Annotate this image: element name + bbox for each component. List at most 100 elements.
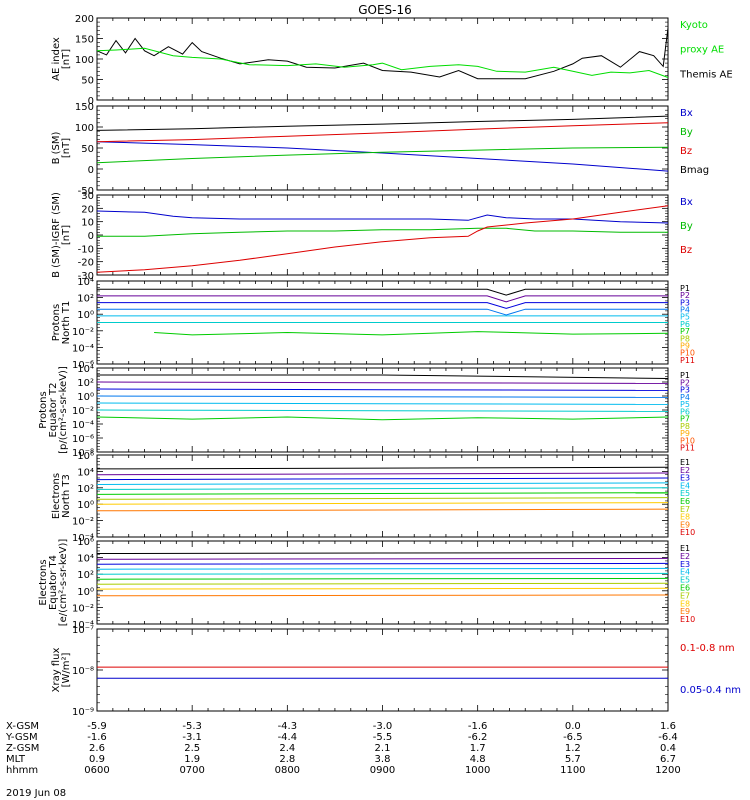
panel-bigrf: -30 -20 -10 0 10 20 30 B (SM)-IGRF (SM) [nT] Bx By…	[51, 191, 693, 282]
series-line	[96, 577, 669, 580]
legend-entry: P4	[680, 306, 690, 315]
y-axis-label: Protons	[38, 391, 49, 428]
series-line	[96, 210, 669, 224]
y-tick-label: 10⁻⁴	[72, 343, 94, 354]
ephemeris-value: 2.5	[184, 743, 200, 754]
series-line	[96, 487, 669, 490]
legend-entry: P7	[680, 415, 690, 424]
ephemeris-value: 2.1	[375, 743, 391, 754]
series-line	[96, 47, 669, 78]
y-tick-label: 10⁻⁴	[72, 420, 94, 431]
legend-entry: E8	[680, 513, 690, 522]
legend-entry: E1	[680, 458, 690, 467]
panel-bsm: -50 0 50 100 150 B (SM) [nT] Bx By Bz Bmag	[51, 102, 709, 197]
y-axis-label: Equator T4	[48, 555, 59, 610]
panel-frame	[96, 628, 669, 712]
legend-entry: E5	[680, 576, 690, 585]
legend-entry: E9	[680, 607, 690, 616]
legend-entry: P7	[680, 327, 690, 336]
series-line	[96, 582, 669, 585]
panel-protons_t1: 10⁻⁶ 10⁻⁴ 10⁻² 10⁰ 10² 10⁴ Protons North T1 P1P2…	[51, 277, 695, 371]
legend-entry: E6	[680, 584, 690, 593]
y-axis-label: Protons	[51, 304, 62, 341]
panel-ae: 0 50 100 150 200 AE index [nT] Kyoto proxy AE The…	[51, 14, 733, 107]
ephemeris-value: 1.6	[660, 721, 676, 732]
series-line	[97, 374, 669, 379]
y-tick-label: 10⁶	[77, 451, 94, 462]
legend-entry: P9	[680, 429, 690, 438]
legend-entry: P2	[680, 291, 690, 300]
y-tick-label: 10⁰	[77, 587, 94, 598]
ephemeris-value: -3.1	[182, 732, 202, 743]
ephemeris-value: 2.4	[279, 743, 295, 754]
ephemeris-label: hhmm	[6, 765, 38, 776]
series-line	[96, 552, 669, 554]
series-line	[97, 288, 668, 296]
ephemeris-value: -5.3	[182, 721, 202, 732]
ephemeris-label: Z-GSM	[6, 743, 39, 754]
y-tick-label: 10⁰	[77, 500, 94, 511]
legend-entry: Themis AE	[679, 69, 733, 80]
y-axis-label: AE index	[51, 37, 62, 81]
series-line	[96, 122, 669, 143]
legend-entry: E4	[680, 481, 690, 490]
series-line	[97, 302, 668, 309]
series-line	[96, 141, 669, 172]
legend-entry: Bz	[680, 146, 692, 157]
series-line	[96, 472, 669, 476]
ephemeris-label: Y-GSM	[5, 732, 38, 743]
y-tick-label: 10²	[77, 378, 94, 389]
y-tick-label: 100	[75, 55, 94, 66]
y-tick-label: 10⁻⁸	[72, 448, 94, 459]
y-tick-label: 0	[88, 165, 94, 176]
series-line	[96, 562, 669, 565]
ephemeris-value: 0600	[84, 765, 109, 776]
legend-entry: E9	[680, 520, 690, 529]
panel-protons_t2: 10⁻⁸ 10⁻⁶ 10⁻⁴ 10⁻² 10⁰ 10² 10⁴ Protons Equator …	[38, 364, 695, 459]
ephemeris-value: -1.6	[87, 732, 107, 743]
ephemeris-value: -6.2	[468, 732, 488, 743]
y-tick-label: 10⁴	[77, 467, 94, 478]
legend-entry: P11	[680, 356, 695, 365]
legend-entry: P5	[680, 313, 690, 322]
y-tick-label: 10⁶	[77, 537, 94, 548]
y-tick-label: 10⁻⁹	[72, 707, 94, 718]
y-tick-label: 10²	[77, 294, 94, 305]
ephemeris-value: -3.0	[373, 721, 393, 732]
y-tick-label: 10⁻²	[72, 517, 94, 528]
ephemeris-value: -6.4	[658, 732, 678, 743]
ephemeris-value: -5.9	[87, 721, 107, 732]
legend-entry: E8	[680, 599, 690, 608]
legend-entry: P3	[680, 298, 690, 307]
y-tick-label: 0	[88, 96, 94, 107]
series-line	[96, 587, 669, 590]
y-tick-label: 10	[81, 218, 94, 229]
legend-entry: P10	[680, 349, 695, 358]
y-tick-label: 10⁻⁸	[72, 666, 94, 677]
y-tick-label: 10⁻⁴	[72, 533, 94, 544]
panel-xray: 10⁻⁹ 10⁻⁸ 10⁻⁷ Xray flux [W/m²] 0.1-0.8 nm 0.0…	[51, 625, 741, 718]
legend-entry: proxy AE	[680, 45, 724, 56]
legend-entry: E2	[680, 552, 690, 561]
ephemeris-value: -6.5	[563, 732, 583, 743]
series-line	[96, 492, 669, 495]
x-axis-table: X-GSM -5.9 -5.3 -4.3 -3.0 -1.6 0.0 1.6 Y-GSM -1.6…	[5, 721, 681, 776]
panel-frame	[96, 194, 669, 276]
ephemeris-value: 3.8	[375, 754, 391, 765]
legend-entry: P9	[680, 341, 690, 350]
series-line	[96, 567, 669, 570]
y-tick-label: 10⁻²	[72, 406, 94, 417]
y-axis-label: [nT]	[61, 49, 72, 69]
legend-entry: P11	[680, 444, 695, 453]
ephemeris-value: -4.3	[278, 721, 298, 732]
y-tick-label: 10⁻⁴	[72, 620, 94, 631]
legend-entry: E10	[680, 615, 695, 624]
series-line	[96, 27, 669, 80]
ephemeris-label: MLT	[6, 754, 26, 765]
series-line	[96, 146, 669, 164]
y-axis-label: North T3	[61, 474, 72, 518]
ephemeris-label: X-GSM	[6, 721, 39, 732]
y-tick-label: 150	[75, 35, 94, 46]
